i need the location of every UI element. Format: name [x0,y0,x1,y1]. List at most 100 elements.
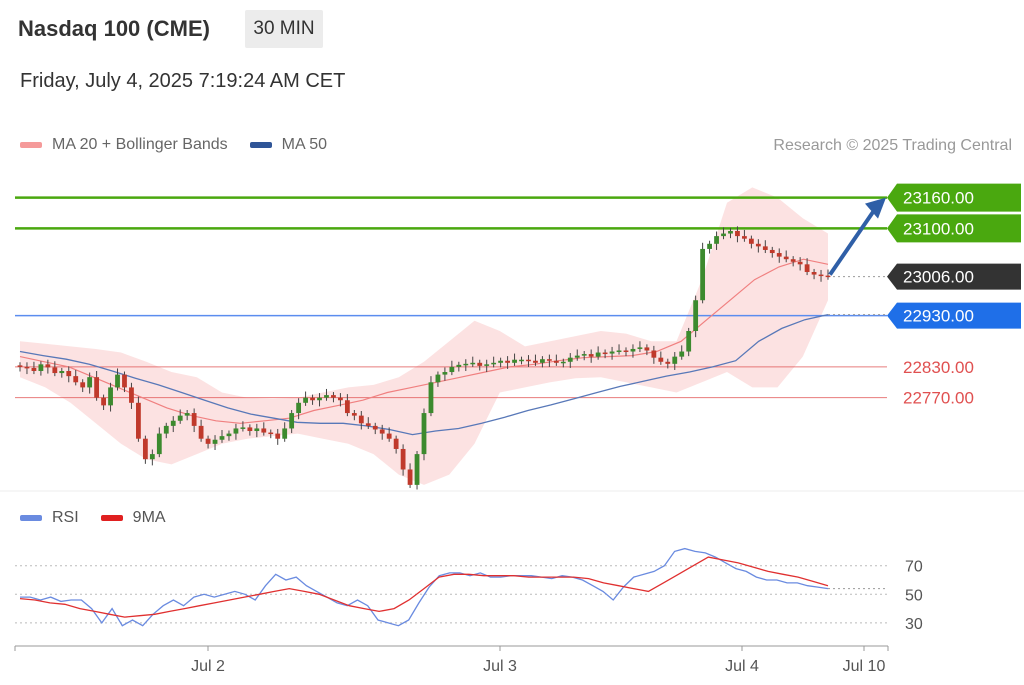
candle-up [456,364,462,367]
level-labels: 23160.00 23100.00 23006.00 22930.00 22830.00… [828,183,1021,408]
candle-down [136,402,141,439]
candle-up [609,351,615,354]
candle-down [477,362,483,366]
candle-down [66,371,72,377]
main-legend: MA 20 + Bollinger Bands MA 50 [20,136,327,154]
candle-up [449,366,455,373]
candle-up [714,236,719,244]
candle-up [700,248,706,301]
legend-item-9ma[interactable]: 9MA [100,509,166,527]
candle-down [275,433,281,439]
chart-header: Nasdaq 100 (CME) 30 MIN [0,0,1024,58]
legend-item-ma50[interactable]: MA 50 [249,136,328,154]
candle-down [735,230,740,237]
candle-down [331,395,336,398]
time-tick-label: Jul 4 [725,658,759,675]
candle-down [533,360,538,363]
candle-down [358,415,364,424]
candle-down [825,275,831,278]
candle-up [212,439,218,444]
candle-down [623,350,629,352]
candle-up [616,350,622,352]
candle-down [191,413,197,426]
candle-down [651,350,657,358]
candle-up [303,397,308,403]
candle-down [505,360,510,363]
candle-up [163,425,169,434]
candle-down [52,367,58,374]
level-23006-00-label: 23006.00 [903,268,974,287]
time-tick-label: Jul 2 [191,658,225,675]
level-23160-00-tag [887,183,1021,212]
level-23160-00-label: 23160.00 [903,189,974,208]
candle-down [748,238,754,244]
candle-down [407,469,413,485]
candle-up [540,359,545,363]
candle-down [797,261,803,265]
candle-up [226,433,232,437]
level-22830-00-label: 22830.00 [903,358,974,377]
candle-down [811,272,817,275]
candle-up [595,352,601,357]
candle-up [177,415,183,421]
candle-up [442,372,448,375]
bollinger-swatch [20,142,42,148]
time-tick-label: Jul 10 [843,658,886,675]
candle-down [776,253,782,257]
rsi-tick-label: 50 [905,587,923,604]
ma50-label: MA 50 [281,136,328,153]
candle-down [804,264,810,273]
candle-down [818,274,824,277]
candle-up [484,364,490,366]
candle-up [672,356,678,364]
candle-up [87,377,93,388]
level-22770-00-label: 22770.00 [903,389,974,408]
candlesticks [17,226,831,490]
candle-down [665,361,671,364]
rsi-label: RSI [52,509,79,526]
candle-up [289,413,295,429]
rsi-tick-label: 30 [905,616,923,633]
candle-down [658,357,664,362]
candle-up [414,454,420,485]
candle-up [581,354,587,356]
candle-down [379,429,385,434]
candle-up [184,413,190,416]
candle-down [247,427,253,432]
candle-up [567,357,573,362]
candle-down [142,438,148,460]
candle-down [400,448,406,470]
timestamp: Friday, July 4, 2025 7:19:24 AM CET [20,70,346,92]
legend-item-bollinger[interactable]: MA 20 + Bollinger Bands [20,136,228,154]
time-axis: Jul 2 Jul 3 Jul 4 Jul 10 [14,645,889,675]
candle-up [519,359,524,362]
candle-down [393,438,399,449]
candle-up [59,371,65,374]
candle-up [707,243,712,249]
candle-up [498,360,504,363]
research-credit: Research © 2025 Trading Central [773,137,1012,154]
candle-up [728,230,733,234]
candle-up [219,436,225,440]
candle-down [546,359,552,361]
candle-down [351,413,357,416]
candle-up [463,363,469,366]
candle-up [170,420,176,426]
candle-down [338,397,343,401]
rsi-swatch [20,515,42,521]
candle-down [790,259,796,262]
candle-down [310,397,315,401]
bollinger-bands [20,187,828,485]
candle-up [115,374,120,388]
legend-item-rsi[interactable]: RSI [20,509,79,527]
candle-up [254,428,260,432]
candle-down [742,236,747,239]
candle-down [122,374,127,388]
candle-down [17,365,23,367]
time-tick-label: Jul 3 [483,658,517,675]
candle-up [560,361,566,364]
timeframe-badge[interactable]: 30 MIN [245,10,323,48]
candle-down [129,387,134,403]
candle-down [755,243,761,247]
